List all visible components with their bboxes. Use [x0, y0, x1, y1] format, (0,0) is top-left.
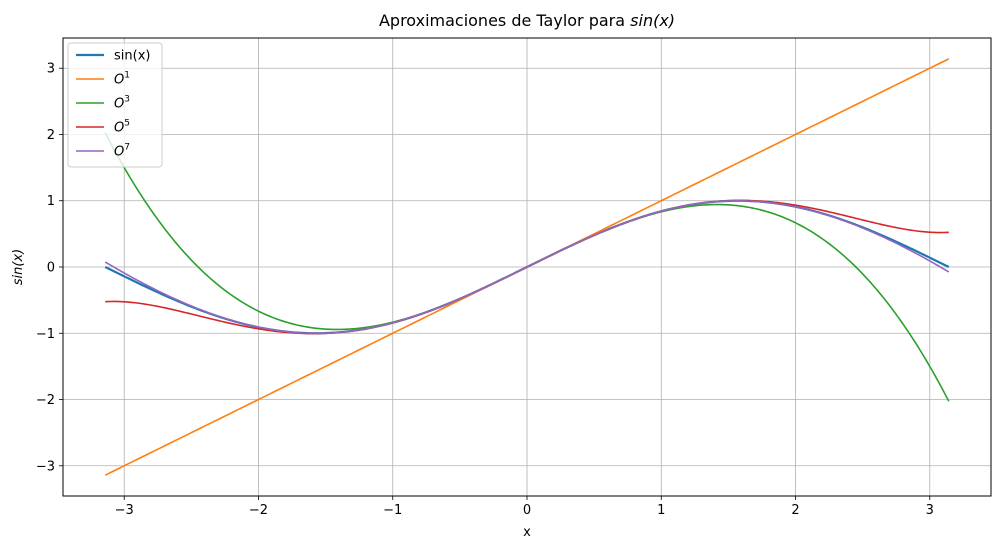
y-tick-label: 0 [47, 261, 55, 276]
y-tick-label: −3 [36, 459, 55, 474]
y-tick-label: 3 [47, 62, 55, 77]
chart-title-math: sin(x) [630, 11, 675, 30]
legend: sin(x) O1 O3 O5 O7 [67, 42, 163, 168]
x-tick-label: 1 [657, 503, 665, 518]
x-tick-label: 3 [926, 503, 934, 518]
y-tick-label: 2 [47, 128, 55, 143]
x-tick-label: −3 [115, 503, 134, 518]
x-tick-label: −1 [383, 503, 402, 518]
series-layer [104, 58, 950, 476]
chart-title-prefix: Aproximaciones de Taylor para [379, 11, 630, 30]
y-tick-label: −1 [36, 327, 55, 342]
x-tick-label: −2 [249, 503, 268, 518]
series-line-o-7 [104, 199, 950, 335]
legend-box [67, 42, 163, 168]
x-tick-label: 2 [791, 503, 799, 518]
chart-title: Aproximaciones de Taylor para sin(x) [379, 11, 675, 30]
legend-label: O3 [114, 95, 130, 112]
legend-label: sin(x) [114, 49, 150, 64]
ticks: −3 −2 −1 0 1 2 3 −3 −2 −1 0 1 2 3 [36, 62, 934, 518]
x-axis-label: x [523, 525, 531, 540]
legend-label: O7 [114, 143, 130, 160]
x-tick-label: 0 [523, 503, 531, 518]
legend-label: O1 [114, 71, 130, 88]
legend-label: O5 [114, 119, 130, 136]
y-axis-label: sin(x) [11, 249, 26, 285]
y-tick-label: −2 [36, 393, 55, 408]
y-tick-label: 1 [47, 194, 55, 209]
